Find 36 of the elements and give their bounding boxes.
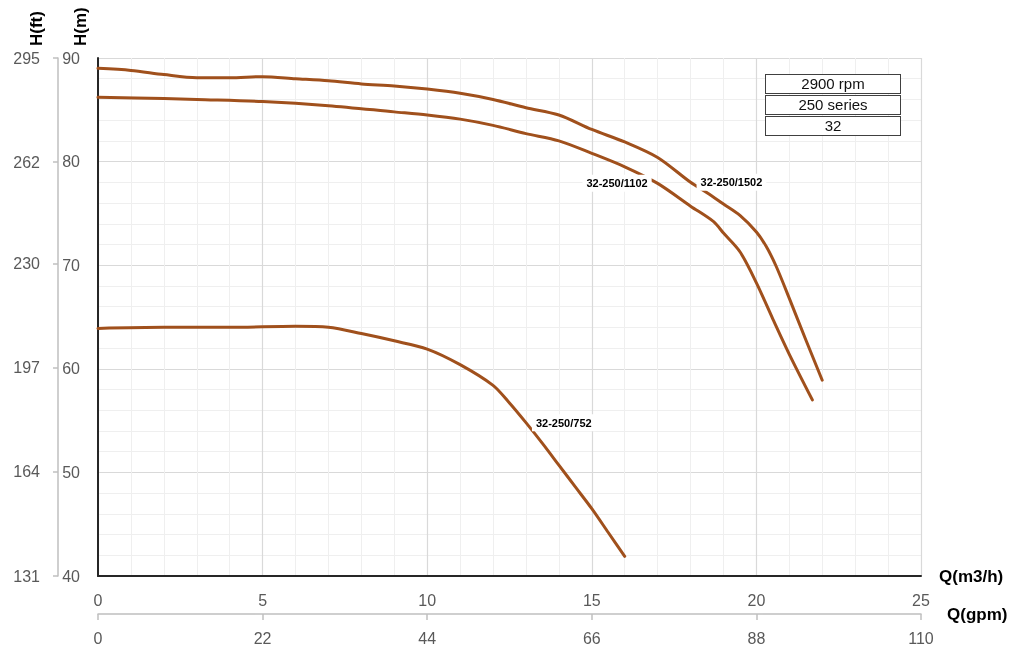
x-tick-label: 20 bbox=[747, 591, 766, 609]
series-label: 32-250/752 bbox=[535, 416, 592, 429]
y2-tick-label: 295 bbox=[13, 49, 41, 67]
x-tick-label: 10 bbox=[418, 591, 437, 609]
y-tick-label: 60 bbox=[62, 360, 81, 378]
y-tick-label: 40 bbox=[62, 567, 81, 585]
y2-axis-title: H(ft) bbox=[26, 11, 46, 46]
x2-tick-label: 110 bbox=[908, 629, 934, 647]
info-table: 2900 rpm 250 series 32 bbox=[765, 74, 901, 136]
y2-tick-label: 230 bbox=[13, 254, 41, 272]
annotation: 32 bbox=[824, 117, 842, 134]
y2-tick-label: 164 bbox=[13, 463, 41, 481]
x-tick-label: 5 bbox=[258, 591, 268, 609]
x2-tick-label: 22 bbox=[253, 629, 272, 647]
annotation: 2900 rpm bbox=[801, 75, 865, 92]
x2-tick-label: 66 bbox=[582, 629, 601, 647]
x-axis-title: Q(m3/h) bbox=[939, 566, 1004, 586]
x2-axis-title: Q(gpm) bbox=[947, 604, 1008, 624]
x-tick-label: 15 bbox=[582, 591, 601, 609]
line-series bbox=[96, 324, 627, 558]
y-tick-label: 50 bbox=[62, 463, 81, 481]
x-tick-label: 0 bbox=[93, 591, 103, 609]
y-tick-label: 90 bbox=[62, 49, 81, 67]
y2-tick-label: 197 bbox=[13, 359, 41, 377]
y2-tick-label: 131 bbox=[13, 567, 41, 585]
series-label: 32-250/1102 bbox=[586, 177, 648, 190]
y-tick-label: 70 bbox=[62, 256, 81, 274]
annotation: 250 series bbox=[798, 96, 868, 113]
x2-tick-label: 88 bbox=[747, 629, 766, 647]
y-tick-label: 80 bbox=[62, 153, 81, 171]
x-tick-label: 25 bbox=[912, 591, 930, 609]
series-label: 32-250/1502 bbox=[700, 176, 763, 189]
y-axis-title: H(m) bbox=[70, 7, 90, 46]
x2-tick-label: 0 bbox=[93, 629, 103, 647]
x2-tick-label: 44 bbox=[418, 629, 437, 647]
y2-tick-label: 262 bbox=[13, 153, 41, 171]
